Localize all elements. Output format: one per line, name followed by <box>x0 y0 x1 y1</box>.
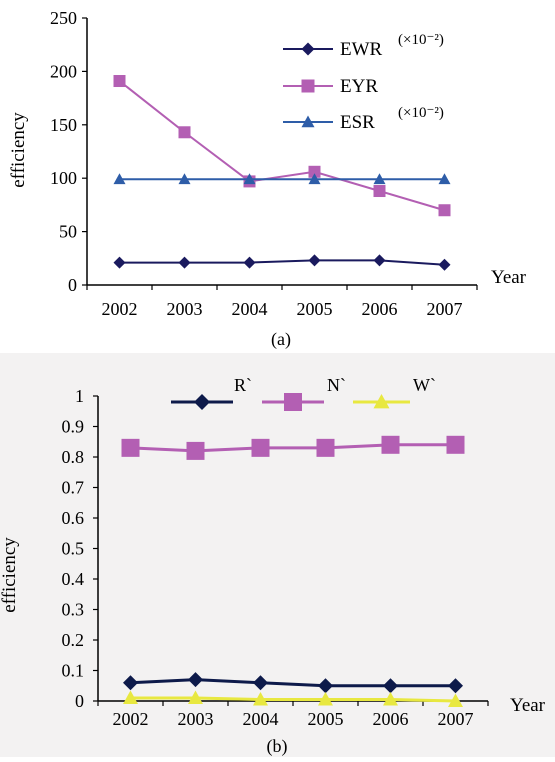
chart-panel-b: 0 0.1 0.2 0.3 0.4 0.5 0.6 0.7 0.8 0.9 1 2002 2003 200… <box>0 353 555 757</box>
data-point-r <box>188 672 203 688</box>
panel-label-a: (a) <box>271 329 291 350</box>
y-tick-label-a: 150 <box>50 115 77 135</box>
data-point-ewr <box>113 256 126 269</box>
y-tick-label-a: 100 <box>50 168 77 188</box>
legend-label-eyr: EYR <box>340 76 378 97</box>
data-point-eyr <box>438 204 451 217</box>
data-point-esr <box>308 173 321 185</box>
data-point-esr <box>178 173 191 185</box>
data-point-w <box>188 690 203 704</box>
x-tick-label-b: 2002 <box>113 709 149 729</box>
y-tick-label-b: 0.9 <box>62 417 85 437</box>
data-point-eyr <box>178 126 191 139</box>
legend-marker-w <box>373 394 390 409</box>
data-point-ewr <box>438 258 451 271</box>
data-point-n <box>186 441 205 460</box>
data-point-esr <box>243 173 256 185</box>
data-point-w <box>253 691 268 706</box>
legend-label-r: R` <box>234 375 252 395</box>
x-tick-label-b: 2006 <box>373 709 409 729</box>
x-tick-label-a: 2004 <box>232 299 268 319</box>
y-tick-label-b: 0.3 <box>62 600 85 620</box>
x-tick-label-a: 2006 <box>362 299 398 319</box>
x-tick-label-b: 2005 <box>308 709 344 729</box>
y-tick-label-b: 0 <box>75 691 84 711</box>
x-tick-label-b: 2003 <box>178 709 214 729</box>
panel-label-b: (b) <box>267 736 288 757</box>
legend-marker-ewr <box>301 42 315 56</box>
data-point-r <box>383 678 398 694</box>
data-point-w <box>448 693 463 707</box>
data-point-r <box>253 675 268 691</box>
chart-a-svg: 0 50 100 150 200 250 2002 2003 2004 2005 2006 2007 Y… <box>8 8 527 350</box>
data-point-r <box>318 678 333 694</box>
data-point-w <box>383 691 398 706</box>
y-tick-label-b: 0.6 <box>62 508 85 528</box>
data-point-r <box>123 675 138 691</box>
data-point-esr <box>113 173 126 185</box>
series-line-w <box>130 696 456 703</box>
data-point-n <box>381 435 400 454</box>
data-point-r <box>448 678 463 694</box>
series-line-ewr <box>119 259 445 266</box>
x-tick-label-a: 2005 <box>297 299 333 319</box>
x-tick-label-a: 2002 <box>102 299 138 319</box>
y-tick-label-b: 0.7 <box>62 478 85 498</box>
data-point-eyr <box>373 185 386 198</box>
y-tick-label-a: 250 <box>50 8 77 28</box>
data-point-esr <box>438 173 451 185</box>
legend-suffix-esr: (×10⁻²) <box>398 105 444 121</box>
y-tick-label-a: 50 <box>59 222 77 242</box>
x-tick-label-a: 2007 <box>427 299 463 319</box>
legend-marker-r <box>194 394 210 410</box>
y-tick-label-b: 0.1 <box>62 661 85 681</box>
y-axis-label-b: efficiency <box>0 537 20 613</box>
legend-label-esr: ESR <box>340 112 375 133</box>
y-tick-label-b: 0.2 <box>62 630 85 650</box>
x-axis-label-a: Year <box>491 267 527 288</box>
data-point-ewr <box>243 256 256 269</box>
legend-marker-n <box>284 393 302 411</box>
chart-b-svg: 0 0.1 0.2 0.3 0.4 0.5 0.6 0.7 0.8 0.9 1 2002 2003 200… <box>0 375 546 757</box>
data-point-w <box>123 690 138 704</box>
legend-label-n: N` <box>327 375 346 395</box>
x-tick-label-a: 2003 <box>167 299 203 319</box>
data-point-eyr <box>113 75 126 88</box>
data-point-eyr <box>308 165 321 178</box>
legend-suffix-ewr: (×10⁻²) <box>398 32 444 48</box>
x-axis-label-b: Year <box>510 695 546 716</box>
y-axis-label-a: efficiency <box>8 112 29 188</box>
series-line-n <box>130 443 456 453</box>
data-point-w <box>318 691 333 706</box>
data-point-ewr <box>178 256 191 269</box>
y-tick-label-b: 0.4 <box>62 569 85 589</box>
y-tick-label-b: 0.5 <box>62 539 85 559</box>
chart-panel-a: 0 50 100 150 200 250 2002 2003 2004 2005 2006 2007 Y… <box>0 0 555 353</box>
legend-marker-eyr <box>301 79 315 93</box>
series-line-r <box>130 678 456 688</box>
legend-label-ewr: EWR <box>340 39 383 60</box>
y-tick-label-a: 200 <box>50 61 77 81</box>
data-point-n <box>316 438 335 457</box>
data-point-n <box>251 438 270 457</box>
y-tick-label-b: 0.8 <box>62 447 85 467</box>
data-point-ewr <box>373 254 386 267</box>
data-point-ewr <box>308 254 321 267</box>
data-point-esr <box>373 173 386 185</box>
data-point-n <box>121 438 140 457</box>
legend-label-w: W` <box>413 375 436 395</box>
data-point-n <box>446 435 465 454</box>
series-line-eyr <box>118 80 445 212</box>
y-tick-label-a: 0 <box>68 275 77 295</box>
y-tick-label-b: 1 <box>75 386 84 406</box>
x-tick-label-b: 2007 <box>438 709 474 729</box>
x-tick-label-b: 2004 <box>243 709 279 729</box>
legend-marker-esr <box>301 115 315 128</box>
